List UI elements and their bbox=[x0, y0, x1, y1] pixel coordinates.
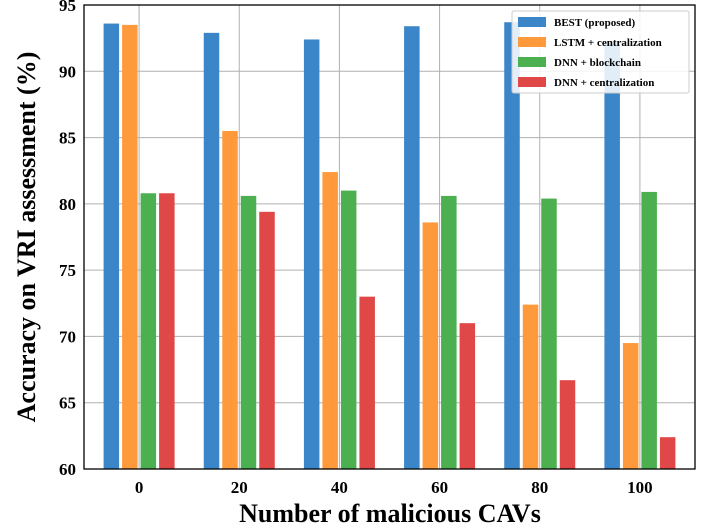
y-tick-label: 95 bbox=[59, 0, 76, 15]
legend-box bbox=[511, 10, 690, 94]
legend-swatch bbox=[518, 57, 546, 67]
plot-frame bbox=[83, 4, 696, 470]
legend-label: DNN + centralization bbox=[554, 77, 654, 89]
legend-label: LSTM + centralization bbox=[554, 37, 662, 49]
y-axis-label: Accuracy on VRI assessment (%) bbox=[12, 52, 41, 423]
bar bbox=[559, 380, 576, 469]
x-tick-label: 80 bbox=[531, 478, 548, 497]
bar bbox=[303, 39, 320, 470]
bar bbox=[604, 42, 620, 470]
y-tick-label: 65 bbox=[59, 394, 76, 413]
bar bbox=[422, 222, 439, 469]
bar bbox=[203, 32, 220, 470]
bar bbox=[359, 296, 375, 469]
y-tick-label: 90 bbox=[59, 62, 76, 81]
y-tick-label: 80 bbox=[59, 195, 76, 214]
bar bbox=[159, 193, 175, 469]
bar bbox=[641, 191, 657, 469]
grid-lines bbox=[84, 4, 695, 470]
bar bbox=[222, 130, 238, 469]
legend-swatch bbox=[518, 37, 546, 47]
bar bbox=[404, 26, 420, 470]
bar bbox=[659, 437, 676, 469]
legend: BEST (proposed) LSTM + centralization DNN … bbox=[511, 10, 690, 94]
bar bbox=[322, 172, 338, 470]
bar bbox=[459, 323, 476, 469]
legend-swatch bbox=[518, 77, 546, 87]
legend-label: BEST (proposed) bbox=[554, 17, 636, 29]
legend-label: DNN + blockchain bbox=[554, 57, 641, 69]
bar bbox=[340, 190, 357, 469]
y-tick-label: 75 bbox=[59, 261, 76, 280]
x-tick-label: 20 bbox=[231, 478, 248, 497]
x-tick-label: 40 bbox=[331, 478, 348, 497]
bar bbox=[240, 195, 257, 469]
bars bbox=[103, 22, 676, 470]
y-tick-label: 60 bbox=[59, 460, 76, 479]
x-tick-label: 60 bbox=[431, 478, 448, 497]
bar bbox=[504, 22, 520, 470]
bar bbox=[103, 23, 120, 470]
y-tick-label: 85 bbox=[59, 129, 76, 148]
tick-labels: 60 65 70 75 80 85 90 95 0 20 40 60 80 100 bbox=[59, 0, 653, 497]
y-tick-label: 70 bbox=[59, 327, 76, 346]
x-tick-label: 0 bbox=[135, 478, 144, 497]
legend-swatch bbox=[518, 17, 546, 27]
bar bbox=[541, 198, 557, 469]
bar bbox=[122, 24, 138, 470]
bar bbox=[441, 195, 457, 469]
bar bbox=[259, 211, 275, 469]
bar bbox=[622, 343, 639, 469]
bar bbox=[140, 193, 157, 469]
bar bbox=[522, 304, 539, 469]
x-axis-label: Number of malicious CAVs bbox=[239, 499, 541, 527]
x-tick-label: 100 bbox=[627, 478, 653, 497]
